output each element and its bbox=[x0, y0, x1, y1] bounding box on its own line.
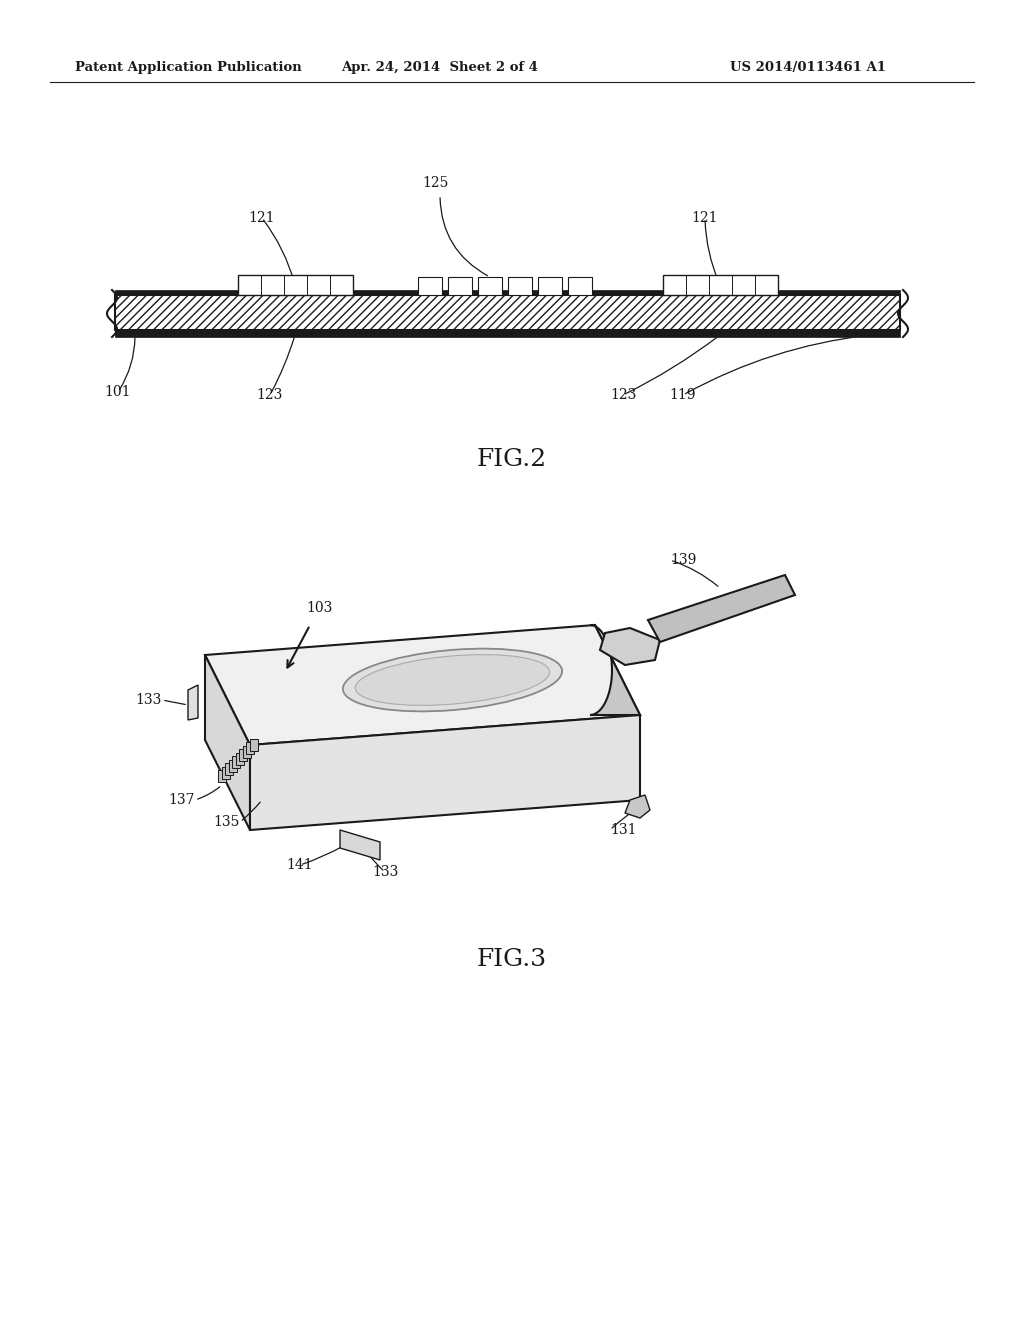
Bar bbox=[225, 763, 233, 775]
Text: 123: 123 bbox=[610, 388, 636, 403]
Bar bbox=[232, 756, 240, 768]
Bar bbox=[221, 767, 229, 779]
Text: 101: 101 bbox=[104, 385, 131, 399]
Text: 139: 139 bbox=[670, 553, 696, 568]
Text: 121: 121 bbox=[692, 211, 718, 224]
Polygon shape bbox=[590, 624, 640, 715]
Polygon shape bbox=[250, 715, 640, 830]
Polygon shape bbox=[625, 795, 650, 818]
Text: US 2014/0113461 A1: US 2014/0113461 A1 bbox=[730, 62, 886, 74]
Polygon shape bbox=[600, 628, 660, 665]
Bar bbox=[243, 746, 251, 758]
Bar bbox=[228, 759, 237, 771]
Text: 125: 125 bbox=[423, 176, 450, 190]
Bar bbox=[238, 275, 352, 294]
Bar bbox=[115, 290, 900, 294]
Bar bbox=[115, 294, 900, 330]
Ellipse shape bbox=[343, 648, 562, 711]
Ellipse shape bbox=[355, 655, 550, 705]
Bar bbox=[239, 748, 247, 762]
Text: 141: 141 bbox=[287, 858, 313, 873]
Bar bbox=[115, 330, 900, 337]
Polygon shape bbox=[188, 685, 198, 719]
Text: 133: 133 bbox=[372, 865, 398, 879]
Text: 133: 133 bbox=[135, 693, 162, 708]
Polygon shape bbox=[205, 655, 250, 830]
Text: 137: 137 bbox=[169, 793, 195, 807]
Text: 103: 103 bbox=[307, 601, 333, 615]
Bar bbox=[246, 742, 254, 754]
Polygon shape bbox=[648, 576, 795, 642]
Text: 135: 135 bbox=[214, 814, 240, 829]
Bar bbox=[478, 277, 502, 294]
Bar bbox=[508, 277, 532, 294]
Text: FIG.3: FIG.3 bbox=[477, 949, 547, 972]
Text: 123: 123 bbox=[257, 388, 284, 403]
Text: 131: 131 bbox=[610, 822, 637, 837]
Text: 121: 121 bbox=[249, 211, 275, 224]
Bar bbox=[250, 738, 257, 751]
Bar bbox=[663, 275, 777, 294]
Bar bbox=[418, 277, 442, 294]
Text: Apr. 24, 2014  Sheet 2 of 4: Apr. 24, 2014 Sheet 2 of 4 bbox=[341, 62, 539, 74]
Text: Patent Application Publication: Patent Application Publication bbox=[75, 62, 302, 74]
Text: 119: 119 bbox=[670, 388, 696, 403]
Text: FIG.2: FIG.2 bbox=[477, 449, 547, 471]
Bar bbox=[568, 277, 592, 294]
Bar bbox=[218, 770, 226, 781]
Polygon shape bbox=[340, 830, 380, 861]
Bar bbox=[449, 277, 472, 294]
Bar bbox=[236, 752, 244, 764]
Bar bbox=[538, 277, 562, 294]
Polygon shape bbox=[205, 624, 640, 744]
